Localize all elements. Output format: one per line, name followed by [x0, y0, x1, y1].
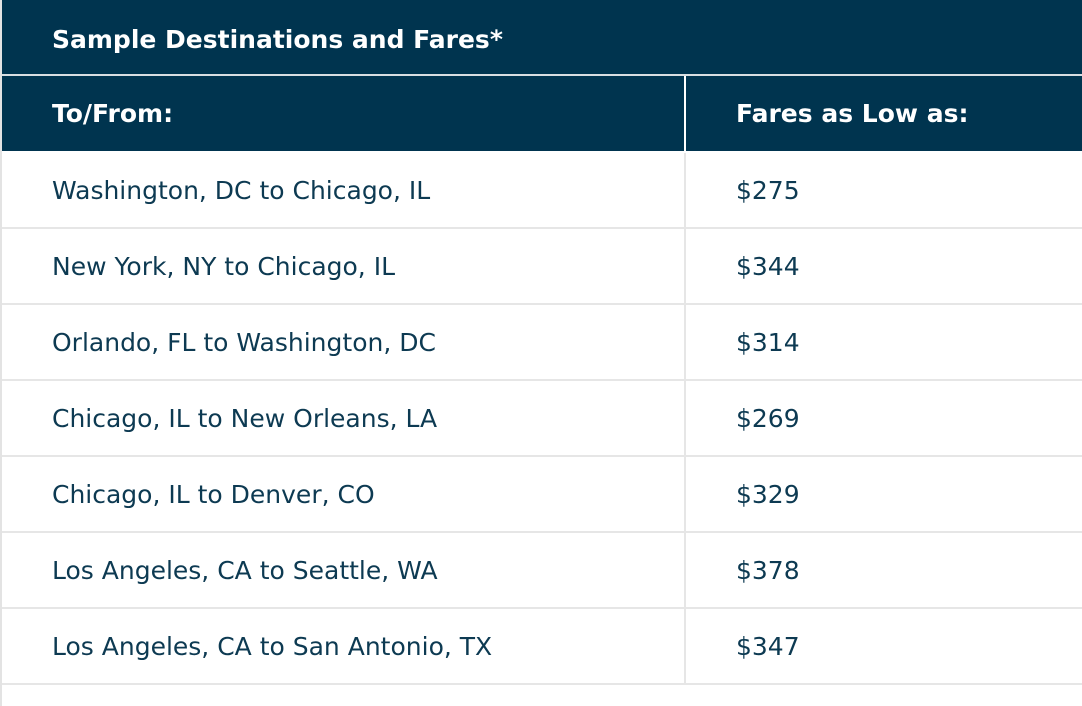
route-cell: Los Angeles, CA to San Antonio, TX	[2, 608, 686, 685]
header-cell: Fares as Low as:	[685, 76, 1082, 153]
fare-cell: $269	[685, 380, 1082, 457]
header-row: To/From: Fares as Low as:	[2, 76, 1082, 153]
route-cell: New York, NY to Chicago, IL	[2, 228, 686, 305]
route-cell: Orlando, FL to Washington, DC	[2, 304, 686, 381]
fare-cell: $329	[685, 456, 1082, 533]
fare-table: To/From: Fares as Low as: Washington, DC…	[2, 76, 1082, 685]
fare-row: Chicago, IL to Denver, CO $329	[2, 456, 1082, 533]
route-cell: Washington, DC to Chicago, IL	[2, 152, 686, 229]
fare-row: New York, NY to Chicago, IL $344	[2, 228, 1082, 305]
fare-row: Washington, DC to Chicago, IL $275	[2, 152, 1082, 229]
route-cell: Los Angeles, CA to Seattle, WA	[2, 532, 686, 609]
route-cell: Chicago, IL to New Orleans, LA	[2, 380, 686, 457]
table-title: Sample Destinations and Fares*	[2, 0, 1082, 76]
fare-row: Chicago, IL to New Orleans, LA $269	[2, 380, 1082, 457]
fare-cell: $347	[685, 608, 1082, 685]
fare-cell: $314	[685, 304, 1082, 381]
fare-cell: $344	[685, 228, 1082, 305]
fare-row: Los Angeles, CA to Seattle, WA $378	[2, 532, 1082, 609]
header-cell: To/From:	[2, 76, 686, 153]
fare-row: Los Angeles, CA to San Antonio, TX $347	[2, 608, 1082, 685]
fare-row: Orlando, FL to Washington, DC $314	[2, 304, 1082, 381]
fare-cell: $378	[685, 532, 1082, 609]
route-cell: Chicago, IL to Denver, CO	[2, 456, 686, 533]
fare-cell: $275	[685, 152, 1082, 229]
